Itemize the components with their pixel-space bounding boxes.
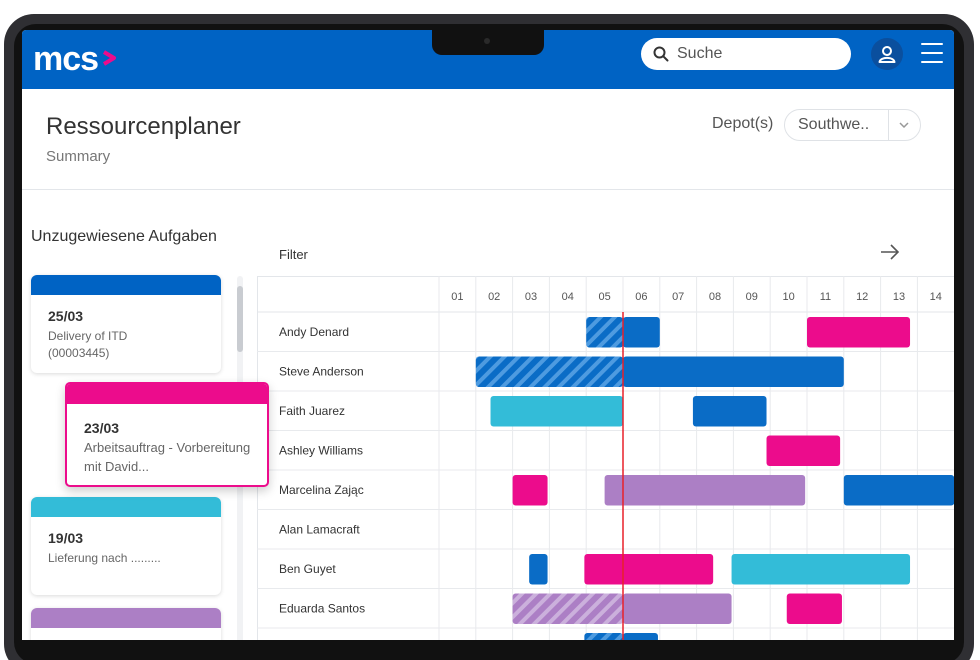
camera-notch xyxy=(432,30,544,55)
gantt-column-label: 04 xyxy=(562,291,574,303)
search-icon xyxy=(653,46,669,62)
gantt-row-label: Alan Lamacraft xyxy=(279,522,360,536)
gantt-row-label: Steve Anderson xyxy=(279,364,364,378)
gantt-task-bar[interactable] xyxy=(623,317,660,348)
gantt-task-bar[interactable] xyxy=(623,593,732,625)
gantt-column-label: 12 xyxy=(856,291,868,303)
gantt-task-bar[interactable] xyxy=(604,475,806,506)
page-title: Ressourcenplaner xyxy=(46,113,241,140)
gantt-task-bar[interactable] xyxy=(766,435,841,467)
card-date: 19/03 xyxy=(48,530,84,546)
card-color-strip xyxy=(31,497,221,517)
card-description: Arbeitsauftrag - Vorbereitung mit David.… xyxy=(84,440,251,474)
page-header: Ressourcenplaner Summary Depot(s) Southw… xyxy=(22,89,954,190)
gantt-task-bar[interactable] xyxy=(786,593,842,625)
gantt-column-label: 10 xyxy=(782,291,794,303)
gantt-task-bar[interactable] xyxy=(731,554,911,585)
card-date: 23/03 xyxy=(84,420,120,436)
hamburger-menu-icon[interactable] xyxy=(921,43,943,63)
card-color-strip xyxy=(67,384,267,404)
logo-text: mcs xyxy=(33,39,99,78)
gantt-column-label: 06 xyxy=(635,291,647,303)
gantt-row-label: Andy Denard xyxy=(279,325,349,339)
gantt-task-bar[interactable] xyxy=(586,317,623,348)
filter-button[interactable]: Filter xyxy=(279,247,308,262)
task-card[interactable] xyxy=(31,608,221,640)
arrow-right-icon[interactable] xyxy=(879,243,901,261)
gantt-task-bar[interactable] xyxy=(512,593,623,625)
gantt-row-label: Faith Juarez xyxy=(279,404,345,418)
gantt-task-bar[interactable] xyxy=(584,554,714,585)
gantt-chart: 01 02 03 04 05 06 07 08 09 10 11 12 13 14 Andy Denard S… xyxy=(257,276,954,640)
unassigned-tasks-title: Unzugewiesene Aufgaben xyxy=(31,228,217,245)
card-color-strip xyxy=(31,608,221,628)
gantt-task-bar[interactable] xyxy=(623,356,844,388)
gantt-row-label: Ashley Williams xyxy=(279,443,363,457)
gantt-column-label: 13 xyxy=(893,291,905,303)
card-description: Lieferung nach ......... xyxy=(48,551,161,565)
card-date: 25/03 xyxy=(48,308,84,324)
gantt-row-label: Ben Guyet xyxy=(279,562,336,576)
gantt-column-label: 11 xyxy=(820,291,831,303)
search-box[interactable] xyxy=(641,38,851,70)
gantt-row-label: Marcelina Zając xyxy=(279,483,364,497)
gantt-column-label: 14 xyxy=(930,291,942,303)
search-input[interactable] xyxy=(677,45,837,63)
gantt-column-label: 07 xyxy=(672,291,684,303)
gantt-row-label: Eduarda Santos xyxy=(279,601,365,615)
page-subtitle: Summary xyxy=(46,148,111,165)
depot-value: Southwe.. xyxy=(798,116,870,133)
gantt-column-label: 02 xyxy=(488,291,500,303)
chevron-down-icon[interactable] xyxy=(889,121,920,129)
gantt-column-label: 05 xyxy=(598,291,610,303)
gantt-task-bar[interactable] xyxy=(807,317,911,348)
card-description: Delivery of ITD (00003445) xyxy=(48,329,128,360)
gantt-task-bar[interactable] xyxy=(623,633,658,640)
gantt-task-bar[interactable] xyxy=(692,396,767,427)
depot-label: Depot(s) xyxy=(712,115,774,132)
gantt-task-bar[interactable] xyxy=(584,633,623,640)
top-bar: mcs xyxy=(22,30,954,89)
gantt-column-label: 03 xyxy=(525,291,537,303)
logo-chevron-icon xyxy=(103,50,117,66)
gantt-task-bar[interactable] xyxy=(512,475,548,506)
gantt-task-bar[interactable] xyxy=(490,396,623,427)
gantt-column-label: 09 xyxy=(746,291,758,303)
user-account-button[interactable] xyxy=(871,38,903,70)
gantt-column-label: 08 xyxy=(709,291,721,303)
app-screen: mcs Ressourcenplaner Summary Depot(s) xyxy=(22,30,954,640)
scrollbar-thumb[interactable] xyxy=(237,286,243,352)
logo[interactable]: mcs xyxy=(33,39,122,79)
gantt-task-bar[interactable] xyxy=(843,475,954,506)
gantt-task-bar[interactable] xyxy=(475,356,623,388)
gantt-task-bar[interactable] xyxy=(529,554,548,585)
gantt-column-label: 01 xyxy=(451,291,463,303)
task-card[interactable]: 25/03 Delivery of ITD (00003445) xyxy=(31,275,221,373)
task-card-dragging[interactable]: 23/03 Arbeitsauftrag - Vorbereitung mit … xyxy=(65,382,269,487)
card-color-strip xyxy=(31,275,221,295)
user-icon xyxy=(878,46,896,63)
task-card[interactable]: 19/03 Lieferung nach ......... xyxy=(31,497,221,595)
depot-select[interactable]: Southwe.. xyxy=(784,109,921,141)
